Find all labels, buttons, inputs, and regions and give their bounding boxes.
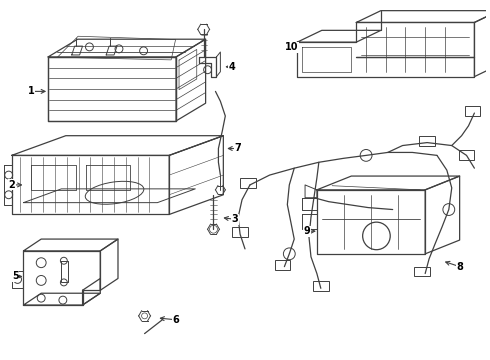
Text: 4: 4: [229, 62, 236, 72]
Text: 6: 6: [172, 315, 179, 325]
Bar: [459, 150, 474, 160]
Bar: [419, 136, 435, 145]
Text: 8: 8: [456, 262, 463, 272]
Text: 9: 9: [304, 226, 310, 236]
Text: 7: 7: [235, 144, 242, 153]
Ellipse shape: [85, 181, 144, 204]
Bar: [274, 260, 290, 270]
Bar: [465, 106, 480, 116]
Bar: [415, 267, 430, 276]
Bar: [240, 178, 256, 188]
Text: 3: 3: [232, 215, 239, 224]
Text: 5: 5: [12, 271, 19, 282]
Text: 10: 10: [285, 42, 298, 52]
Bar: [313, 282, 329, 291]
Bar: [232, 227, 248, 237]
Text: 2: 2: [8, 180, 15, 190]
Text: 1: 1: [28, 86, 35, 96]
